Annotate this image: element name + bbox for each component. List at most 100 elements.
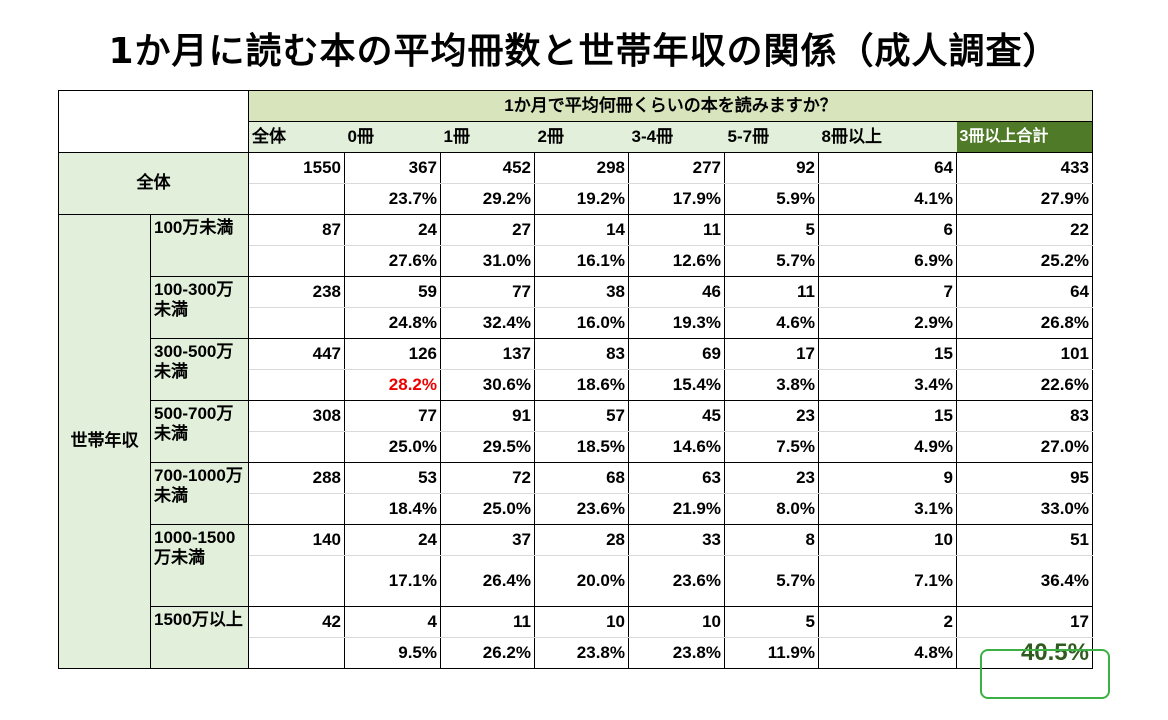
percent-cell: 22.6% [956, 369, 1093, 401]
percent-cell: 9.5% [344, 637, 441, 669]
percent-cell: 8.0% [724, 493, 819, 525]
count-cell: 2 [818, 606, 957, 638]
count-cell: 8 [724, 524, 819, 556]
percent-cell: 18.6% [534, 369, 629, 401]
percent-cell: 26.2% [440, 637, 535, 669]
column-header: 全体 [248, 121, 345, 153]
percent-cell: 33.0% [956, 493, 1093, 525]
count-cell: 45 [628, 400, 725, 432]
percent-cell [248, 183, 345, 215]
percent-cell [248, 637, 345, 669]
count-cell: 14 [534, 214, 629, 246]
percent-cell: 5.7% [724, 245, 819, 277]
count-cell: 27 [440, 214, 535, 246]
percent-cell [248, 307, 345, 339]
percent-cell: 5.7% [724, 555, 819, 607]
count-cell: 10 [534, 606, 629, 638]
column-header: 1冊 [440, 121, 535, 153]
count-cell: 11 [440, 606, 535, 638]
count-cell: 23 [724, 400, 819, 432]
percent-cell: 3.4% [818, 369, 957, 401]
count-cell: 308 [248, 400, 345, 432]
percent-cell: 16.0% [534, 307, 629, 339]
count-cell: 91 [440, 400, 535, 432]
page-title: 1か月に読む本の平均冊数と世帯年収の関係（成人調査） [108, 31, 1060, 72]
percent-cell: 12.6% [628, 245, 725, 277]
count-cell: 59 [344, 276, 441, 308]
count-cell: 4 [344, 606, 441, 638]
percent-cell: 29.2% [440, 183, 535, 215]
income-row-label: 1000-1500万未満 [150, 524, 249, 607]
count-cell: 126 [344, 338, 441, 370]
percent-cell: 26.4% [440, 555, 535, 607]
count-cell: 10 [628, 606, 725, 638]
percent-cell: 31.0% [440, 245, 535, 277]
count-cell: 83 [956, 400, 1093, 432]
count-cell: 11 [628, 214, 725, 246]
percent-cell [248, 369, 345, 401]
percent-cell: 25.0% [344, 431, 441, 463]
count-cell: 367 [344, 152, 441, 184]
overall-label: 全体 [58, 152, 249, 215]
count-cell: 1550 [248, 152, 345, 184]
percent-cell: 18.5% [534, 431, 629, 463]
percent-cell: 19.2% [534, 183, 629, 215]
count-cell: 238 [248, 276, 345, 308]
question-header: 1か月で平均何冊くらいの本を読みますか？ [248, 90, 1093, 122]
count-cell: 137 [440, 338, 535, 370]
percent-cell [248, 431, 345, 463]
count-cell: 101 [956, 338, 1093, 370]
count-cell: 447 [248, 338, 345, 370]
percent-cell: 30.6% [440, 369, 535, 401]
percent-cell: 26.8% [956, 307, 1093, 339]
count-cell: 69 [628, 338, 725, 370]
percent-cell: 11.9% [724, 637, 819, 669]
percent-cell: 27.6% [344, 245, 441, 277]
percent-cell: 2.9% [818, 307, 957, 339]
percent-cell: 27.9% [956, 183, 1093, 215]
percent-cell: 23.6% [628, 555, 725, 607]
percent-cell: 3.1% [818, 493, 957, 525]
percent-cell: 17.9% [628, 183, 725, 215]
income-row-label: 700-1000万未満 [150, 462, 249, 525]
percent-cell: 23.8% [628, 637, 725, 669]
count-cell: 15 [818, 400, 957, 432]
count-cell: 17 [724, 338, 819, 370]
percent-cell: 27.0% [956, 431, 1093, 463]
count-cell: 7 [818, 276, 957, 308]
percent-cell: 4.6% [724, 307, 819, 339]
count-cell: 23 [724, 462, 819, 494]
count-cell: 57 [534, 400, 629, 432]
column-header: 3冊以上合計 [956, 121, 1093, 153]
count-cell: 9 [818, 462, 957, 494]
count-cell: 5 [724, 214, 819, 246]
count-cell: 51 [956, 524, 1093, 556]
count-cell: 42 [248, 606, 345, 638]
percent-cell: 24.8% [344, 307, 441, 339]
income-row-label: 500-700万未満 [150, 400, 249, 463]
column-header: 3-4冊 [628, 121, 725, 153]
percent-cell: 36.4% [956, 555, 1093, 607]
count-cell: 452 [440, 152, 535, 184]
percent-cell: 17.1% [344, 555, 441, 607]
survey-table: 1か月で平均何冊くらいの本を読みますか？ 全体 0冊 1冊 2冊 3-4冊 5-7冊 8冊以… [58, 90, 1093, 669]
percent-cell: 23.8% [534, 637, 629, 669]
percent-cell: 7.5% [724, 431, 819, 463]
count-cell: 433 [956, 152, 1093, 184]
highlight-callout [980, 649, 1110, 699]
count-cell: 68 [534, 462, 629, 494]
group-label: 世帯年収 [58, 214, 151, 669]
percent-cell: 19.3% [628, 307, 725, 339]
count-cell: 17 [956, 606, 1093, 638]
percent-cell: 3.8% [724, 369, 819, 401]
percent-cell: 25.2% [956, 245, 1093, 277]
count-cell: 24 [344, 524, 441, 556]
percent-cell: 32.4% [440, 307, 535, 339]
income-row-label: 300-500万未満 [150, 338, 249, 401]
percent-cell: 16.1% [534, 245, 629, 277]
count-cell: 288 [248, 462, 345, 494]
percent-cell: 21.9% [628, 493, 725, 525]
income-row-label: 1500万以上 [150, 606, 249, 669]
count-cell: 11 [724, 276, 819, 308]
count-cell: 33 [628, 524, 725, 556]
